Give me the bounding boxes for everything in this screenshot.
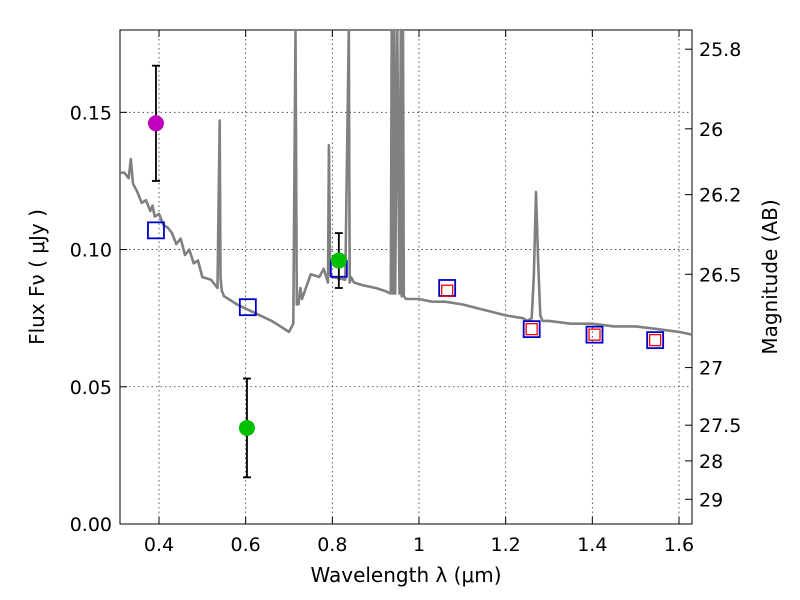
y2-tick-label: 25.8	[699, 39, 741, 61]
observed-photometry-square	[441, 284, 454, 297]
y2-tick-label: 26	[699, 119, 723, 141]
y2-tick-label: 26.5	[699, 264, 741, 286]
model-photometry-square	[238, 298, 257, 317]
x-tick-label: 0.8	[317, 534, 347, 556]
observed-flux-point	[238, 419, 255, 436]
x-axis-title: Wavelength λ (μm)	[310, 563, 501, 587]
observed-photometry-square	[588, 328, 601, 341]
y2-tick-label: 26.2	[699, 185, 741, 207]
x-tick-label: 0.6	[231, 534, 261, 556]
y-tick-label: 0.10	[70, 240, 112, 262]
observed-flux-point	[330, 252, 347, 269]
observed-photometry-square	[649, 333, 662, 347]
data-points	[147, 64, 665, 479]
model-photometry-square	[522, 320, 541, 339]
y-tick-label: 0.15	[70, 102, 112, 124]
x-tick-label: 1.4	[577, 534, 607, 556]
y2-tick-label: 27.5	[699, 415, 741, 437]
y-axis-title: Flux Fν ( μJy )	[25, 209, 49, 345]
grid	[120, 30, 692, 524]
model-photometry-square	[147, 221, 165, 240]
model-photometry-square	[585, 325, 604, 344]
model-spectrum	[120, 28, 693, 336]
y2-tick-label: 27	[699, 358, 723, 380]
y2-axis-title: Magnitude (AB)	[758, 199, 782, 354]
y2-tick-label: 28	[699, 451, 723, 473]
y2-tick-label: 29	[699, 489, 723, 511]
x-tick-label: 1.2	[491, 534, 521, 556]
plot-frame	[119, 29, 693, 525]
x-tick-label: 0.4	[144, 534, 174, 556]
plot-area	[119, 29, 693, 525]
observed-photometry-square	[525, 322, 538, 336]
x-tick-label: 1	[413, 534, 425, 556]
model-photometry-square	[646, 331, 665, 350]
x-tick-label: 1.6	[664, 534, 694, 556]
axes: 0.4 0.6 0.8 1 1.2 1.4 1.6 0.00 0.05 0.10 0.15 25.8 2…	[70, 30, 741, 556]
model-spectrum-line	[120, 28, 693, 336]
observed-flux-point	[147, 115, 164, 132]
y-tick-label: 0.00	[70, 514, 112, 536]
y-tick-label: 0.05	[70, 377, 112, 399]
